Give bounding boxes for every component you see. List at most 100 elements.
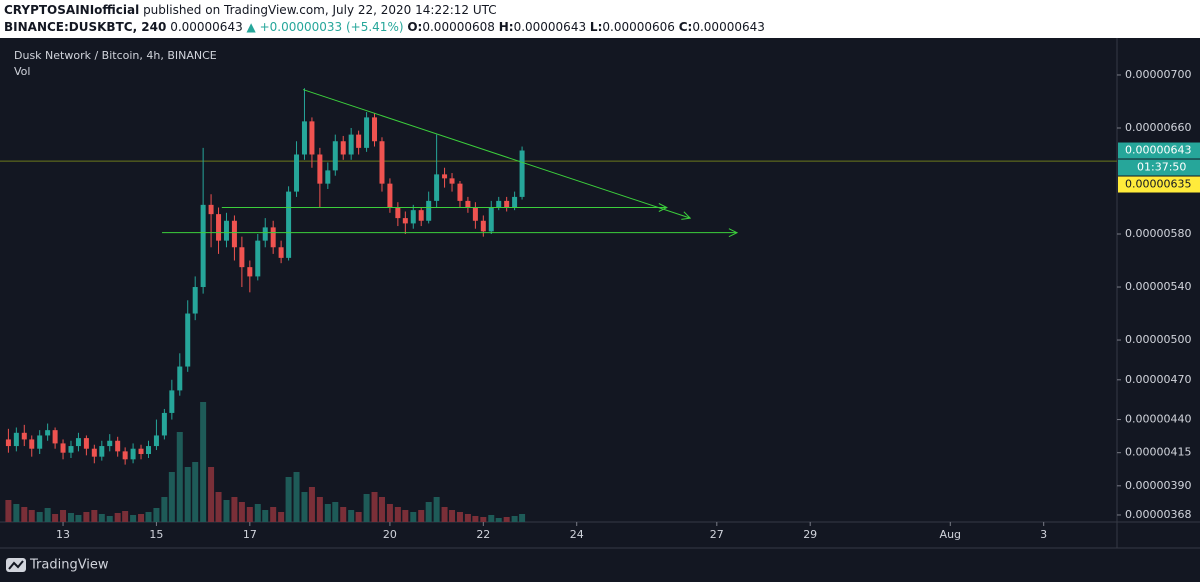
volume-bar [192,462,199,522]
price-label: 0.00000643 [1125,144,1191,157]
candle-body [504,200,510,208]
y-tick-label: 0.00000700 [1125,68,1191,81]
volume-bar [52,514,59,522]
volume-bar [355,512,362,522]
volume-bar [13,504,20,522]
volume-bar [456,512,463,522]
volume-bar [184,467,191,522]
candle-body [115,440,121,452]
y-tick-label: 0.00000390 [1125,479,1191,492]
countdown-box [1118,159,1200,176]
volume-bar [168,472,175,522]
candle-body [449,178,455,184]
candle-body [442,174,448,179]
volume-bar [75,515,82,522]
chart-title: Dusk Network / Bitcoin, 4h, BINANCE [14,49,217,62]
symbol: BINANCE:DUSKBTC, 240 [4,20,166,34]
candle-body [379,141,385,184]
x-tick-label: Aug [940,528,961,541]
countdown-label: 01:37:50 [1137,161,1186,174]
volume-bar [425,502,432,522]
price-label-box [1118,176,1200,193]
y-tick-label: 0.00000470 [1125,373,1191,386]
ohlc-key: C: [679,20,693,34]
candle-body [192,287,198,314]
volume-bar [511,516,518,522]
volume-bar [91,510,98,522]
y-tick-label: 0.00000500 [1125,333,1191,346]
volume-bar [153,508,160,522]
candle-body [247,267,253,277]
candle-body [301,121,307,155]
volume-bar [378,497,385,522]
trend-line [302,89,690,219]
volume-bar [480,517,487,522]
volume-bar [386,504,393,522]
volume-bar [28,510,35,522]
volume-bar [278,512,285,522]
volume-bar [402,510,409,522]
change: ▲ +0.00000033 (+5.41%) [247,20,404,34]
candle-body [372,117,378,142]
volume-bar [308,487,315,522]
candle-body [99,446,105,457]
y-tick-label: 0.00000540 [1125,280,1191,293]
volume-bar [215,492,222,522]
candle-body [91,448,97,457]
volume-bar [262,510,269,522]
volume-bar [161,497,168,522]
x-tick-label: 17 [243,528,257,541]
candle-body [387,183,393,208]
volume-bar [44,508,51,522]
x-tick-label: 22 [476,528,490,541]
candle-body [364,117,370,148]
volume-bar [418,510,425,522]
volume-bar [83,512,90,522]
volume-bar [371,492,378,522]
ohlc-key: L: [590,20,602,34]
candle-body [216,214,222,241]
header-background [0,0,1200,38]
candle-body [83,438,89,449]
volume-bar [106,516,113,522]
candle-body [286,191,292,258]
candle-body [161,412,167,436]
candle-body [60,443,66,453]
volume-bar [67,513,74,522]
candle-body [519,150,525,197]
volume-bar [270,507,277,522]
candle-body [130,448,136,460]
candle-body [29,439,35,449]
volume-bar [332,502,339,522]
x-tick-label: 3 [1040,528,1047,541]
x-tick-label: 20 [383,528,397,541]
x-tick-label: 13 [56,528,70,541]
candle-body [231,220,237,248]
candle-body [332,141,338,171]
volume-bar [246,507,253,522]
y-tick-label: 0.00000440 [1125,413,1191,426]
volume-bar [36,512,43,522]
candle-body [457,183,463,201]
candle-body [410,210,416,224]
volume-bar [441,507,448,522]
volume-bar [495,518,502,522]
candle-body [317,154,323,184]
volume-bar [223,500,230,522]
volume-bar [449,510,456,522]
candle-body [5,439,11,447]
candle-body [348,134,354,155]
price-label-box [1118,142,1200,159]
volume-bar [394,507,401,522]
candle-body [45,430,51,436]
candle-body [270,227,276,248]
ohlc-value: 0.00000643 [514,20,587,34]
candle-body [262,227,268,241]
volume-bar [130,515,137,522]
author: CRYPTOSAINIofficial [4,3,139,17]
x-tick-label: 29 [803,528,817,541]
volume-bar [238,502,245,522]
volume-bar [472,516,479,522]
price-label: 0.00000635 [1125,178,1191,191]
candle-body [465,200,471,208]
